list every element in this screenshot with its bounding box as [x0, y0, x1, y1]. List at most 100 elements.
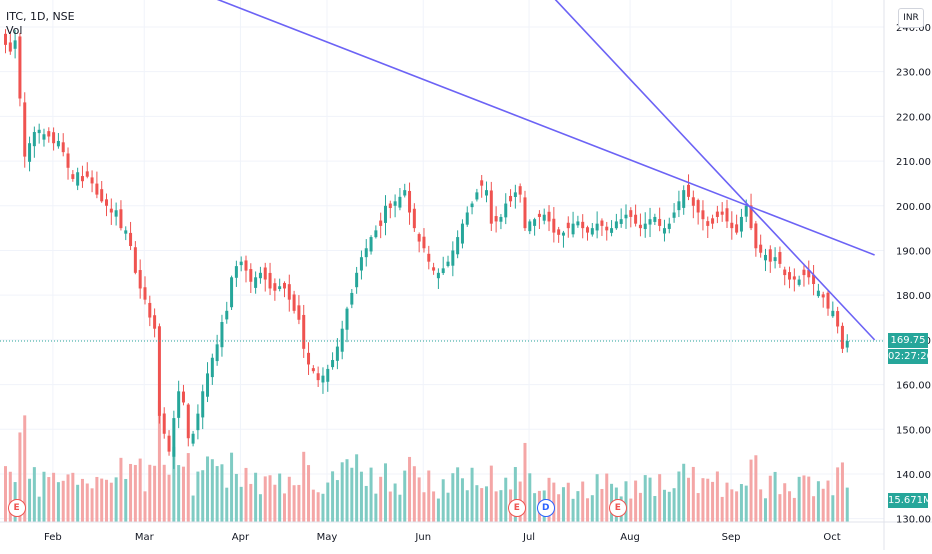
currency-button[interactable]: INR — [898, 8, 924, 28]
candle-body — [586, 227, 590, 233]
candle-body — [561, 232, 565, 236]
candle-body — [485, 190, 488, 196]
candle-body — [523, 197, 527, 229]
volume-bar — [109, 482, 113, 522]
candle-body — [739, 216, 743, 232]
volume-bar — [71, 472, 75, 522]
volume-bar — [557, 494, 561, 522]
candle-body — [845, 341, 849, 348]
volume-bar — [388, 491, 392, 522]
volume-bar — [403, 470, 407, 522]
volume-bar — [600, 488, 604, 522]
x-tick-label: Jul — [522, 532, 535, 543]
candle-body — [759, 244, 763, 253]
symbol-title[interactable]: ITC, 1D, NSE — [6, 10, 75, 23]
volume-bar — [76, 484, 80, 522]
candle-body — [451, 250, 455, 266]
volume-bar — [533, 493, 537, 522]
candle-body — [701, 210, 705, 220]
volume-bar — [230, 452, 234, 522]
candle-body — [730, 222, 734, 229]
candle-body — [85, 171, 89, 177]
volume-bar — [287, 476, 291, 522]
volume-bar — [812, 496, 816, 522]
candle-body — [557, 229, 561, 235]
volume-bar — [307, 465, 311, 522]
candle-body — [273, 283, 277, 291]
candle-body — [331, 359, 335, 368]
volume-bar — [432, 491, 436, 522]
candle-body — [359, 257, 363, 271]
y-tick-label: 190.00 — [896, 246, 931, 257]
volume-bar — [369, 467, 373, 522]
volume-bar — [802, 475, 806, 522]
candle-body — [571, 223, 575, 235]
volume-bar — [143, 491, 147, 522]
candle-body — [307, 352, 311, 365]
volume-bar — [840, 462, 844, 522]
candle-body — [667, 223, 671, 229]
candle-body — [287, 284, 291, 300]
trend-lines[interactable] — [196, 0, 876, 341]
volume-bar — [706, 478, 710, 522]
volume-bar — [138, 458, 142, 522]
volume-bar — [773, 471, 777, 522]
candle-body — [369, 237, 373, 252]
volume-bar — [768, 475, 772, 522]
volume-bar — [682, 463, 686, 522]
candle-body — [408, 190, 412, 213]
volume-bar — [826, 480, 830, 522]
volume-bar — [311, 489, 315, 522]
candle-body — [427, 253, 431, 262]
volume-bar — [465, 490, 469, 522]
time-axis[interactable]: Feb Mar Apr May Jun Jul Aug Sep Oct — [44, 532, 841, 543]
earnings-event-marker[interactable]: E — [7, 499, 26, 517]
candle-body — [76, 172, 80, 186]
candle-body — [595, 223, 599, 231]
candle-body — [244, 260, 248, 271]
volume-bar — [552, 482, 556, 522]
candle-body — [335, 346, 339, 361]
volume-bar — [730, 489, 734, 522]
dividend-event-marker[interactable]: D — [536, 499, 555, 517]
candle-body — [504, 203, 508, 218]
candle-body — [278, 286, 282, 290]
volume-bar — [297, 484, 301, 522]
volume-bar — [788, 491, 792, 522]
candle-body — [600, 220, 604, 226]
candle-body — [480, 180, 484, 186]
y-tick-label: 200.00 — [896, 202, 931, 213]
volume-bar — [605, 473, 609, 522]
volume-bar — [215, 466, 219, 522]
volume-bar — [720, 496, 724, 522]
candle-body — [802, 269, 806, 276]
grid-lines — [0, 0, 884, 522]
volume-bar — [643, 475, 647, 522]
volume-bar — [590, 495, 594, 522]
last-price-tag: 169.75 — [888, 333, 928, 348]
candle-body — [605, 226, 609, 231]
candle-body — [114, 210, 118, 217]
volume-bar — [23, 415, 27, 522]
candle-body — [316, 373, 320, 381]
volume-bar — [595, 474, 599, 522]
candle-body — [499, 216, 503, 222]
volume-bar — [456, 467, 460, 522]
volume-bar — [234, 473, 238, 522]
candle-body — [446, 261, 450, 266]
candle-body — [840, 325, 844, 349]
candle-body — [119, 209, 123, 229]
candle-body — [422, 236, 426, 249]
volume-bar — [427, 470, 431, 522]
volume-bar — [263, 476, 267, 522]
candle-body — [494, 216, 498, 222]
candle-body — [201, 391, 205, 418]
candle-body — [470, 203, 474, 208]
earnings-event-marker[interactable]: E — [608, 499, 627, 517]
volume-legend-label[interactable]: Vol — [6, 24, 23, 37]
candle-body — [109, 208, 113, 213]
earnings-event-marker[interactable]: E — [507, 499, 526, 517]
candle-body — [581, 221, 585, 229]
